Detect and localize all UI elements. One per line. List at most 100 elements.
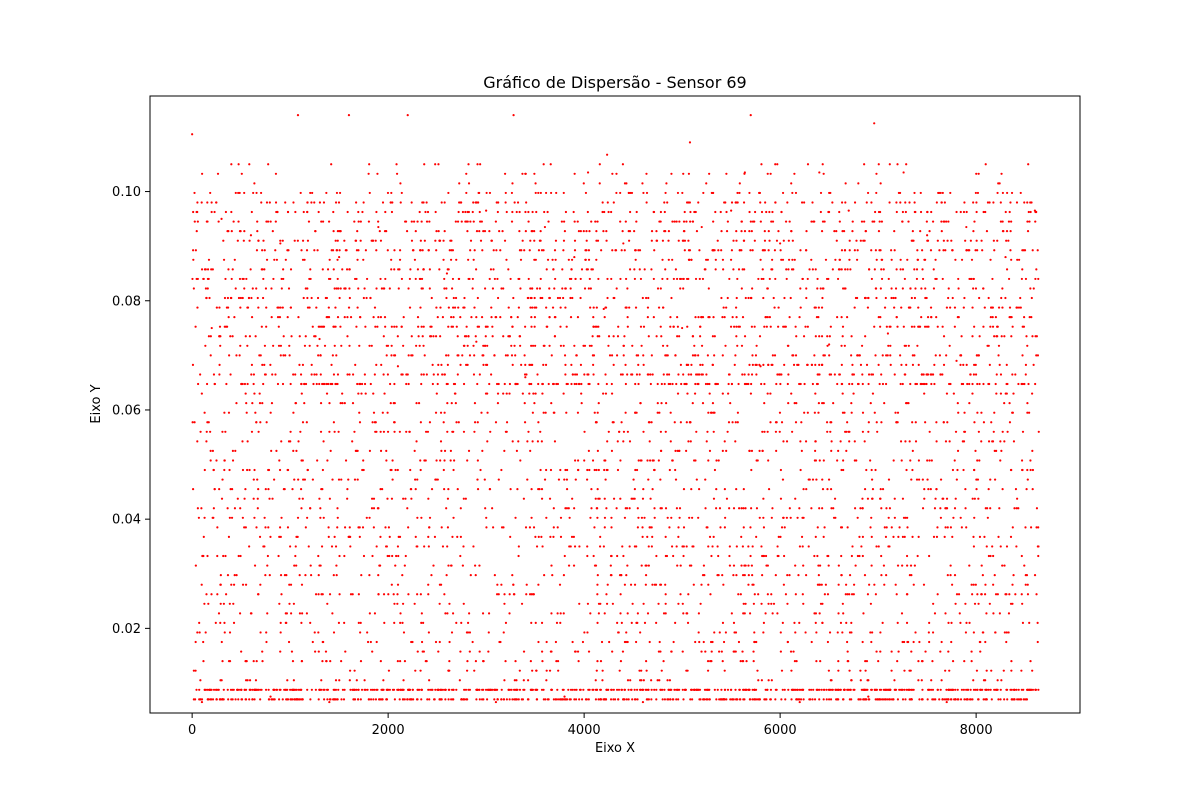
data-point — [329, 660, 332, 663]
data-point — [883, 526, 886, 529]
data-point — [993, 688, 996, 691]
data-point — [856, 554, 859, 558]
data-point — [298, 612, 302, 615]
data-point — [440, 526, 443, 529]
data-point — [768, 316, 771, 319]
data-point — [1024, 363, 1028, 367]
data-point — [579, 230, 582, 233]
data-point — [443, 593, 446, 596]
data-point — [859, 507, 862, 510]
data-point — [571, 296, 574, 300]
data-point — [726, 296, 729, 300]
data-point — [703, 574, 706, 577]
data-point — [390, 325, 393, 328]
data-point — [635, 373, 639, 376]
data-point — [216, 554, 219, 558]
data-point — [710, 650, 713, 653]
data-point — [505, 421, 509, 424]
data-point — [999, 392, 1003, 395]
data-point — [395, 554, 398, 558]
data-point — [982, 210, 985, 214]
data-point — [976, 478, 980, 481]
data-point — [846, 688, 849, 691]
data-point — [819, 602, 823, 605]
data-point — [564, 507, 567, 510]
data-point — [674, 449, 677, 453]
data-point — [290, 650, 294, 653]
data-point — [650, 354, 653, 357]
data-point — [610, 554, 613, 558]
data-point — [194, 669, 197, 672]
data-point — [974, 373, 978, 376]
data-point — [197, 516, 200, 519]
data-point — [244, 583, 248, 586]
data-point — [317, 698, 320, 701]
data-point — [723, 201, 726, 204]
data-point — [333, 535, 336, 539]
data-point — [384, 277, 387, 281]
data-point — [556, 688, 559, 691]
data-point — [666, 201, 669, 204]
data-point — [530, 593, 533, 596]
data-point — [901, 382, 904, 386]
data-point — [588, 468, 591, 472]
data-point — [455, 258, 458, 261]
data-point — [198, 631, 201, 634]
data-point — [440, 449, 443, 453]
data-point — [985, 545, 988, 548]
data-point — [994, 316, 998, 319]
data-point — [437, 230, 440, 233]
data-point — [623, 688, 627, 691]
data-point — [928, 430, 931, 433]
data-point — [478, 650, 481, 653]
data-point — [902, 171, 905, 174]
data-point — [763, 402, 766, 405]
data-point — [848, 593, 851, 596]
data-point — [240, 382, 243, 386]
data-point — [537, 535, 540, 539]
data-point — [732, 507, 736, 510]
data-point — [309, 507, 312, 510]
data-point — [367, 172, 370, 175]
data-point — [850, 593, 854, 596]
data-point — [424, 210, 427, 214]
data-point — [649, 373, 652, 376]
data-point — [194, 249, 197, 252]
data-point — [624, 277, 628, 281]
data-point — [870, 373, 873, 376]
data-point — [1031, 669, 1034, 672]
data-point — [740, 287, 743, 290]
data-point — [691, 545, 694, 548]
data-point — [239, 554, 242, 558]
data-point — [612, 201, 615, 204]
data-point — [886, 698, 889, 701]
data-point — [699, 602, 702, 605]
data-point — [291, 660, 295, 663]
data-point — [215, 459, 218, 462]
data-point — [893, 679, 896, 682]
data-point — [641, 296, 644, 300]
data-point — [917, 325, 920, 328]
data-point — [591, 354, 595, 357]
data-point — [1016, 258, 1019, 261]
data-point — [372, 316, 375, 319]
data-point — [542, 363, 545, 367]
data-point — [493, 698, 496, 701]
data-point — [594, 497, 597, 500]
data-point — [221, 698, 224, 701]
data-point — [410, 239, 414, 242]
data-point — [825, 698, 828, 701]
data-point — [789, 650, 793, 653]
data-point — [391, 201, 394, 204]
data-point — [579, 296, 582, 300]
data-point — [268, 574, 271, 577]
data-point — [315, 382, 318, 386]
data-point — [735, 230, 738, 233]
data-point — [353, 430, 356, 433]
data-point — [616, 468, 620, 472]
data-point — [527, 679, 530, 682]
data-point — [998, 363, 1001, 367]
data-point — [989, 325, 992, 328]
data-point — [332, 421, 335, 424]
data-point — [835, 239, 838, 242]
